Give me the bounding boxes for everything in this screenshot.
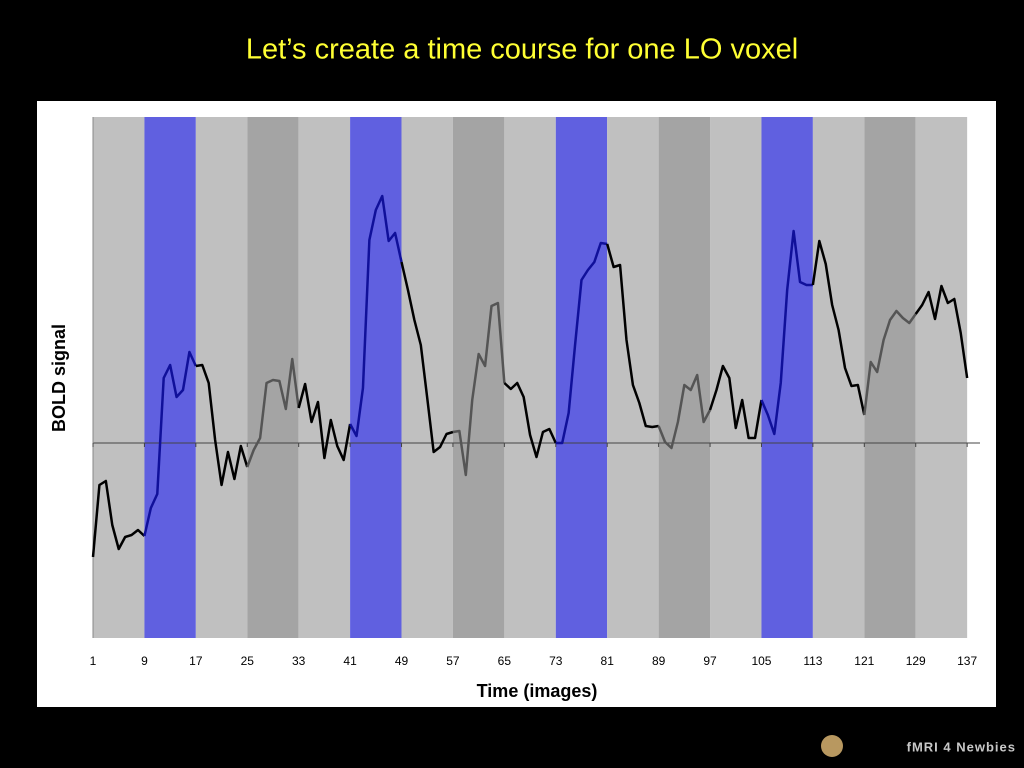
x-tick-label: 1 bbox=[90, 654, 97, 668]
signal-line bbox=[811, 239, 866, 416]
condition-band bbox=[915, 117, 968, 638]
logo-icon bbox=[821, 735, 843, 757]
x-tick-label: 25 bbox=[241, 654, 255, 668]
condition-band bbox=[401, 117, 453, 638]
logo: fMRI 4 Newbies bbox=[907, 739, 1016, 754]
signal-line bbox=[863, 309, 917, 416]
condition-band bbox=[812, 117, 865, 638]
signal-line bbox=[348, 194, 403, 438]
y-axis-label: BOLD signal bbox=[49, 324, 69, 432]
signal-line bbox=[400, 261, 454, 454]
x-tick-label: 33 bbox=[292, 654, 306, 668]
signal-line bbox=[914, 284, 969, 379]
condition-band bbox=[144, 117, 196, 638]
x-tick-label: 121 bbox=[854, 654, 874, 668]
x-tick-label: 137 bbox=[957, 654, 977, 668]
x-axis-label: Time (images) bbox=[477, 681, 598, 701]
x-tick-label: 65 bbox=[498, 654, 512, 668]
x-tick-label: 97 bbox=[703, 654, 717, 668]
signal-line bbox=[760, 229, 813, 436]
x-tick-label: 73 bbox=[549, 654, 563, 668]
condition-band bbox=[298, 117, 351, 638]
signal-line bbox=[195, 363, 249, 487]
condition-band bbox=[504, 117, 556, 638]
x-tick-label: 113 bbox=[803, 654, 822, 668]
signal-line bbox=[605, 243, 659, 429]
signal-line bbox=[246, 357, 300, 468]
signal-line bbox=[297, 382, 352, 462]
condition-band bbox=[452, 117, 505, 638]
slide-title: Let’s create a time course for one LO vo… bbox=[246, 34, 798, 66]
signal-line bbox=[503, 381, 557, 459]
signal-line bbox=[657, 373, 712, 450]
signal-line bbox=[452, 301, 506, 477]
condition-band bbox=[555, 117, 608, 638]
signal-line bbox=[91, 479, 146, 558]
x-tick-label: 9 bbox=[141, 654, 148, 668]
x-tick-label: 57 bbox=[446, 654, 460, 668]
condition-band bbox=[658, 117, 711, 638]
x-tick-label: 17 bbox=[189, 654, 203, 668]
x-tick-label: 105 bbox=[751, 654, 771, 668]
condition-band bbox=[761, 117, 813, 638]
x-tick-label: 81 bbox=[601, 654, 615, 668]
condition-band bbox=[864, 117, 916, 638]
x-tick-label: 41 bbox=[343, 654, 357, 668]
condition-band bbox=[350, 117, 402, 638]
x-tick-label: 89 bbox=[652, 654, 666, 668]
condition-band bbox=[93, 117, 145, 638]
signal-line bbox=[555, 241, 608, 445]
signal-line bbox=[708, 364, 763, 440]
x-tick-label: 129 bbox=[906, 654, 926, 668]
condition-band bbox=[195, 117, 248, 638]
condition-band bbox=[710, 117, 762, 638]
x-tick-label: 49 bbox=[395, 654, 409, 668]
signal-line bbox=[143, 350, 197, 537]
